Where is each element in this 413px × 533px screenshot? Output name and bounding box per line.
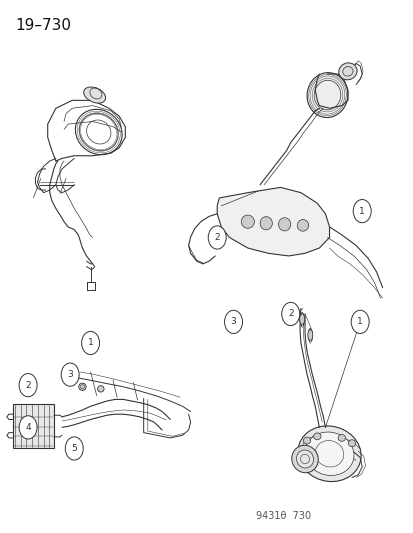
Circle shape <box>281 302 299 326</box>
Ellipse shape <box>297 220 308 231</box>
Circle shape <box>224 310 242 334</box>
Ellipse shape <box>278 217 290 231</box>
Text: 19–730: 19–730 <box>15 18 71 33</box>
Ellipse shape <box>97 386 104 392</box>
Ellipse shape <box>337 434 344 441</box>
Text: 4: 4 <box>25 423 31 432</box>
Circle shape <box>19 416 37 439</box>
Circle shape <box>19 374 37 397</box>
Ellipse shape <box>75 109 122 155</box>
Text: 1: 1 <box>356 317 362 326</box>
Ellipse shape <box>306 72 347 118</box>
Text: 2: 2 <box>214 233 219 242</box>
Ellipse shape <box>304 432 353 475</box>
Circle shape <box>350 310 368 334</box>
Ellipse shape <box>83 87 105 103</box>
Ellipse shape <box>259 216 272 230</box>
Text: 3: 3 <box>230 317 236 326</box>
Ellipse shape <box>347 440 355 447</box>
Ellipse shape <box>241 215 254 228</box>
Ellipse shape <box>296 450 313 468</box>
Text: 1: 1 <box>88 338 93 348</box>
Ellipse shape <box>297 426 360 481</box>
Circle shape <box>352 199 370 223</box>
Text: 2: 2 <box>287 310 293 319</box>
Polygon shape <box>217 188 329 256</box>
Ellipse shape <box>307 330 312 341</box>
Ellipse shape <box>291 445 318 473</box>
Text: 9431θ  730: 9431θ 730 <box>255 511 311 521</box>
Ellipse shape <box>313 433 320 440</box>
Circle shape <box>65 437 83 460</box>
Ellipse shape <box>299 314 304 325</box>
Ellipse shape <box>78 383 86 391</box>
Circle shape <box>81 332 100 354</box>
Circle shape <box>208 226 225 249</box>
Text: 3: 3 <box>67 370 73 379</box>
Text: 5: 5 <box>71 444 77 453</box>
Text: 1: 1 <box>358 207 364 216</box>
Circle shape <box>61 363 79 386</box>
Ellipse shape <box>338 63 356 80</box>
Bar <box>13 403 54 448</box>
Text: 2: 2 <box>25 381 31 390</box>
Ellipse shape <box>303 437 310 444</box>
